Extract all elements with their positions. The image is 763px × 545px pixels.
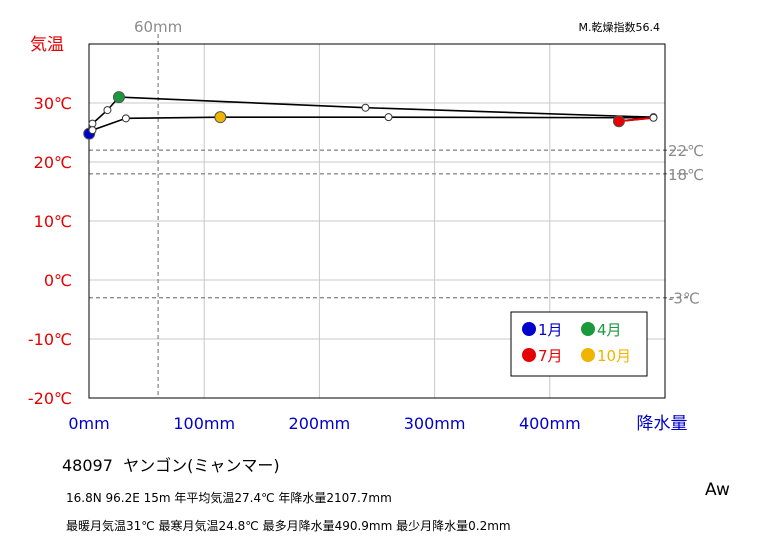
month-point-highlight bbox=[612, 115, 625, 128]
legend-label: 7月 bbox=[538, 347, 563, 365]
month-point bbox=[361, 103, 370, 112]
legend-swatch bbox=[522, 348, 536, 362]
reference-label: 22℃ bbox=[668, 142, 704, 160]
legend-label: 4月 bbox=[597, 321, 622, 339]
month-point bbox=[88, 126, 97, 135]
stats-line-2: 最暖月気温31℃ 最寒月気温24.8℃ 最多月降水量490.9mm 最少月降水量… bbox=[66, 519, 511, 533]
x-axis-label: 降水量 bbox=[637, 414, 688, 434]
legend-box bbox=[510, 311, 648, 377]
y-axis-label: 気温 bbox=[30, 35, 64, 55]
legend-label: 1月 bbox=[538, 321, 563, 339]
month-point bbox=[384, 113, 393, 122]
x-tick-label: 200mm bbox=[289, 414, 351, 433]
reference-label: 60mm bbox=[134, 18, 182, 36]
x-tick-label: 0mm bbox=[68, 414, 109, 433]
month-point bbox=[103, 106, 112, 115]
x-tick-label: 100mm bbox=[173, 414, 235, 433]
x-tick-label: 400mm bbox=[519, 414, 581, 433]
y-tick-label: -10℃ bbox=[28, 330, 72, 349]
y-tick-label: -20℃ bbox=[28, 389, 72, 408]
legend-swatch bbox=[581, 348, 595, 362]
x-tick-label: 300mm bbox=[404, 414, 466, 433]
y-tick-label: 30℃ bbox=[34, 94, 72, 113]
legend-swatch bbox=[581, 322, 595, 336]
month-point-highlight bbox=[112, 91, 125, 104]
station-id: 48097 bbox=[62, 456, 113, 475]
legend-label: 10月 bbox=[597, 347, 631, 365]
reference-label: -3℃ bbox=[668, 290, 700, 308]
reference-label: 18℃ bbox=[668, 166, 704, 184]
dryness-index: M.乾燥指数56.4 bbox=[579, 20, 660, 34]
station-line: 48097 ヤンゴン(ミャンマー) bbox=[62, 452, 280, 476]
station-name: ヤンゴン(ミャンマー) bbox=[123, 456, 280, 475]
climate-type: Aw bbox=[705, 480, 730, 500]
stats-line-1: 16.8N 96.2E 15m 年平均気温27.4℃ 年降水量2107.7mm bbox=[66, 491, 392, 505]
y-tick-label: 10℃ bbox=[34, 212, 72, 231]
legend-swatch bbox=[522, 322, 536, 336]
y-tick-label: 20℃ bbox=[34, 153, 72, 172]
hythergraph: 22℃ 18℃ -3℃ 60mm 30℃ 20℃ 10℃ 0℃ -10℃ -20℃ 気温 0mm 100… bbox=[28, 18, 704, 434]
plot-frame bbox=[88, 43, 666, 399]
month-point bbox=[88, 119, 97, 128]
month-point bbox=[121, 114, 130, 123]
month-point-highlight bbox=[214, 111, 227, 124]
y-tick-label: 0℃ bbox=[44, 271, 72, 290]
month-point bbox=[649, 113, 658, 122]
